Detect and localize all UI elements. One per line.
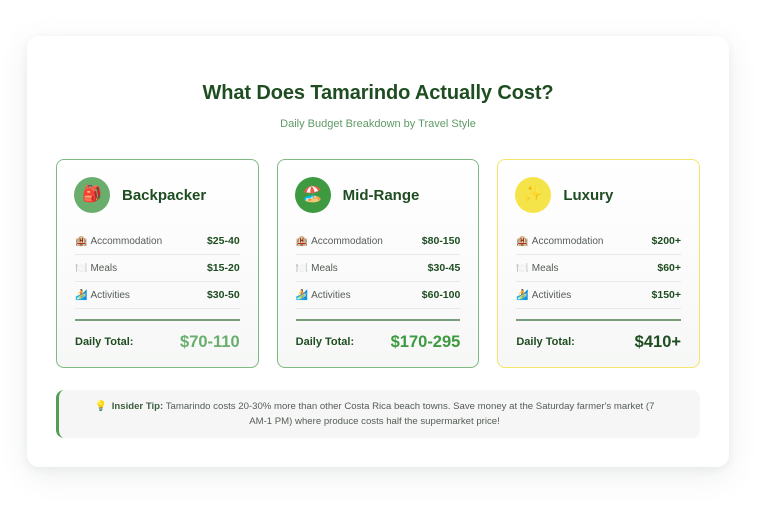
- surfer-icon: 🏄: [516, 289, 529, 301]
- row-activities: 🏄 Activities $150+: [516, 282, 682, 309]
- row-value: $25-40: [206, 235, 240, 247]
- card-header: ✨ Luxury: [515, 177, 613, 213]
- card-title: Backpacker: [122, 186, 207, 204]
- row-value: $80-150: [421, 235, 461, 247]
- card-luxury: ✨ Luxury 🏨 Accommodation $200+ 🍽️ Meals $6…: [497, 159, 701, 368]
- total-value: $170-295: [390, 332, 461, 351]
- daily-total: Daily Total: $70-110: [75, 328, 240, 356]
- tip-text: Tamarindo costs 20-30% more than other C…: [163, 401, 655, 427]
- cost-rows: 🏨 Accommodation $25-40 🍽️ Meals $15-20 🏄 Ac…: [75, 228, 240, 309]
- beach-umbrella-icon: 🏖️: [294, 177, 331, 213]
- budget-cards: 🎒 Backpacker 🏨 Accommodation $25-40 🍽️ Mea…: [56, 159, 701, 368]
- budget-panel: What Does Tamarindo Actually Cost? Daily…: [27, 36, 729, 467]
- row-label: Accommodation: [311, 235, 383, 247]
- row-label: Meals: [311, 262, 338, 274]
- card-backpacker: 🎒 Backpacker 🏨 Accommodation $25-40 🍽️ Mea…: [56, 159, 259, 368]
- lightbulb-icon: 💡: [94, 401, 108, 412]
- card-title: Mid-Range: [342, 186, 420, 204]
- fork-knife-plate-icon: 🍽️: [75, 262, 88, 274]
- card-header: 🏖️ Mid-Range: [294, 177, 420, 213]
- fork-knife-plate-icon: 🍽️: [295, 262, 309, 274]
- total-divider: [295, 319, 461, 321]
- daily-total: Daily Total: $410+: [516, 328, 681, 356]
- backpack-icon: 🎒: [74, 177, 110, 213]
- total-divider: [516, 319, 682, 321]
- row-meals: 🍽️ Meals $15-20: [75, 255, 240, 282]
- card-title: Luxury: [563, 186, 614, 204]
- row-value: $150+: [651, 289, 682, 301]
- surfer-icon: 🏄: [295, 289, 309, 301]
- row-value: $200+: [651, 235, 682, 247]
- fork-knife-plate-icon: 🍽️: [516, 262, 529, 274]
- cost-rows: 🏨 Accommodation $200+ 🍽️ Meals $60+ 🏄 Activ…: [516, 228, 682, 309]
- row-label: Activities: [531, 289, 572, 301]
- row-value: $30-45: [427, 262, 461, 274]
- row-value: $60+: [657, 262, 682, 274]
- row-activities: 🏄 Activities $30-50: [75, 282, 240, 309]
- row-label: Meals: [90, 262, 118, 274]
- row-label: Meals: [531, 262, 559, 274]
- hotel-icon: 🏨: [516, 235, 529, 247]
- total-label: Daily Total:: [295, 336, 355, 348]
- total-divider: [75, 319, 240, 321]
- card-mid-range: 🏖️ Mid-Range 🏨 Accommodation $80-150 🍽️ Me…: [276, 159, 480, 368]
- row-value: $30-50: [206, 289, 240, 301]
- row-accommodation: 🏨 Accommodation $200+: [516, 228, 682, 255]
- row-label: Accommodation: [531, 235, 604, 247]
- page-title: What Does Tamarindo Actually Cost?: [202, 82, 554, 104]
- hotel-icon: 🏨: [295, 235, 309, 247]
- row-activities: 🏄 Activities $60-100: [295, 282, 461, 309]
- hotel-icon: 🏨: [75, 235, 88, 247]
- row-accommodation: 🏨 Accommodation $25-40: [75, 228, 240, 255]
- row-meals: 🍽️ Meals $30-45: [295, 255, 461, 282]
- tip-label: Insider Tip:: [111, 401, 164, 412]
- page-subtitle: Daily Budget Breakdown by Travel Style: [280, 118, 476, 130]
- daily-total: Daily Total: $170-295: [296, 328, 461, 356]
- insider-tip-callout: 💡 Insider Tip: Tamarindo costs 20-30% mo…: [56, 390, 700, 438]
- total-value: $70-110: [180, 332, 240, 351]
- surfer-icon: 🏄: [75, 289, 88, 301]
- sparkles-icon: ✨: [515, 177, 552, 213]
- row-meals: 🍽️ Meals $60+: [516, 255, 682, 282]
- row-label: Activities: [90, 289, 130, 301]
- cost-rows: 🏨 Accommodation $80-150 🍽️ Meals $30-45 🏄 A…: [295, 228, 461, 309]
- total-label: Daily Total:: [516, 336, 575, 348]
- total-label: Daily Total:: [75, 336, 134, 348]
- row-accommodation: 🏨 Accommodation $80-150: [295, 228, 461, 255]
- total-value: $410+: [634, 332, 682, 351]
- row-label: Accommodation: [90, 235, 163, 247]
- row-value: $60-100: [421, 289, 461, 301]
- card-header: 🎒 Backpacker: [74, 177, 206, 213]
- row-value: $15-20: [206, 262, 240, 274]
- row-label: Activities: [311, 289, 351, 301]
